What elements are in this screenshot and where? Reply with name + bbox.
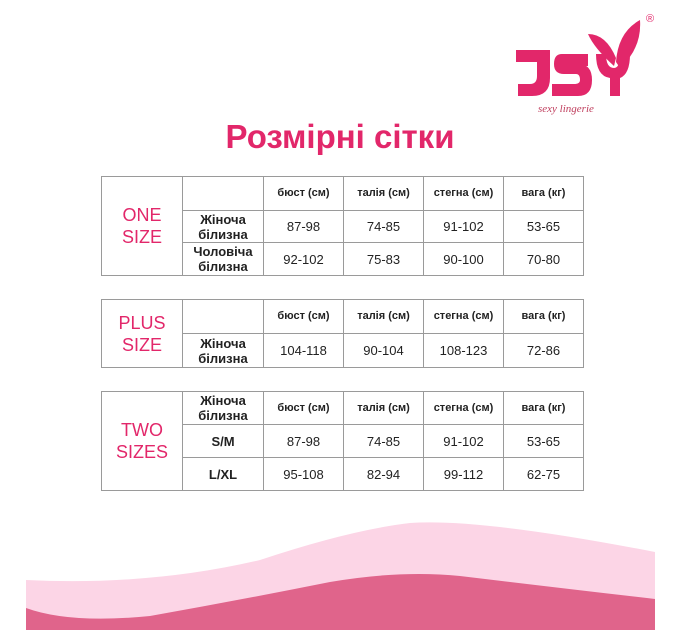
table-cell: 99-112 <box>423 457 504 491</box>
table-cell: 74-85 <box>343 210 424 243</box>
row-label: L/XL <box>182 457 264 491</box>
table-cell: 91-102 <box>423 210 504 243</box>
table-cell: 70-80 <box>503 242 584 276</box>
category-label: ONE SIZE <box>101 176 183 276</box>
table-row: S/M 87-98 74-85 91-102 53-65 <box>102 424 584 458</box>
svg-text:sexy lingerie: sexy lingerie <box>538 103 594 115</box>
table-cell: 53-65 <box>503 424 584 458</box>
row-label: S/M <box>182 424 264 458</box>
table-cell: 87-98 <box>263 210 344 243</box>
column-header: вага (кг) <box>503 391 584 425</box>
table-row: L/XL 95-108 82-94 99-112 62-75 <box>102 457 584 491</box>
table-cell: 74-85 <box>343 424 424 458</box>
row-label: Жіноча білизна <box>182 333 264 368</box>
size-table-one-size: ONE SIZE бюст (см) талія (см) стегна (см)… <box>101 176 584 276</box>
size-table-plus-size: PLUS SIZE бюст (см) талія (см) стегна (см… <box>101 299 584 368</box>
table-cell: 82-94 <box>343 457 424 491</box>
column-header: талія (см) <box>343 176 424 211</box>
table-cell: 72-86 <box>503 333 584 368</box>
table-cell: 75-83 <box>343 242 424 276</box>
table-cell: 90-104 <box>343 333 424 368</box>
column-header: стегна (см) <box>423 391 504 425</box>
column-header: вага (кг) <box>503 176 584 211</box>
category-label: PLUS SIZE <box>101 299 183 368</box>
page-title: Розмірні сітки <box>225 118 455 155</box>
table-cell: 95-108 <box>263 457 344 491</box>
column-header: бюст (см) <box>263 299 344 334</box>
table-cell: 90-100 <box>423 242 504 276</box>
table-row: Чоловіча білизна 92-102 75-83 90-100 70-80 <box>102 242 584 276</box>
size-table-two-sizes: TWO SIZES Жіноча білизна бюст (см) талія (… <box>101 391 584 491</box>
row-label: Жіноча білизна <box>182 210 264 243</box>
decorative-waves <box>26 522 655 630</box>
category-label: TWO SIZES <box>101 391 183 491</box>
column-header: бюст (см) <box>263 176 344 211</box>
table-cell: 108-123 <box>423 333 504 368</box>
table-cell: 53-65 <box>503 210 584 243</box>
table-cell: 62-75 <box>503 457 584 491</box>
row-label: Чоловіча білизна <box>182 242 264 276</box>
column-header: бюст (см) <box>263 391 344 425</box>
wave-dark <box>26 574 655 630</box>
table-row: Жіноча білизна 104-118 90-104 108-123 72-86 <box>102 333 584 368</box>
svg-text:®: ® <box>646 13 654 25</box>
table-cell: 92-102 <box>263 242 344 276</box>
header-row-label: Жіноча білизна <box>182 391 264 425</box>
table-cell: 87-98 <box>263 424 344 458</box>
column-header: стегна (см) <box>423 299 504 334</box>
table-cell <box>182 176 264 211</box>
column-header: талія (см) <box>343 299 424 334</box>
table-row: Жіноча білизна 87-98 74-85 91-102 53-65 <box>102 210 584 243</box>
column-header: талія (см) <box>343 391 424 425</box>
table-cell: 104-118 <box>263 333 344 368</box>
table-cell: 91-102 <box>423 424 504 458</box>
table-cell <box>182 299 264 334</box>
column-header: стегна (см) <box>423 176 504 211</box>
jsy-logo: ® sexy lingerie <box>516 13 654 115</box>
column-header: вага (кг) <box>503 299 584 334</box>
